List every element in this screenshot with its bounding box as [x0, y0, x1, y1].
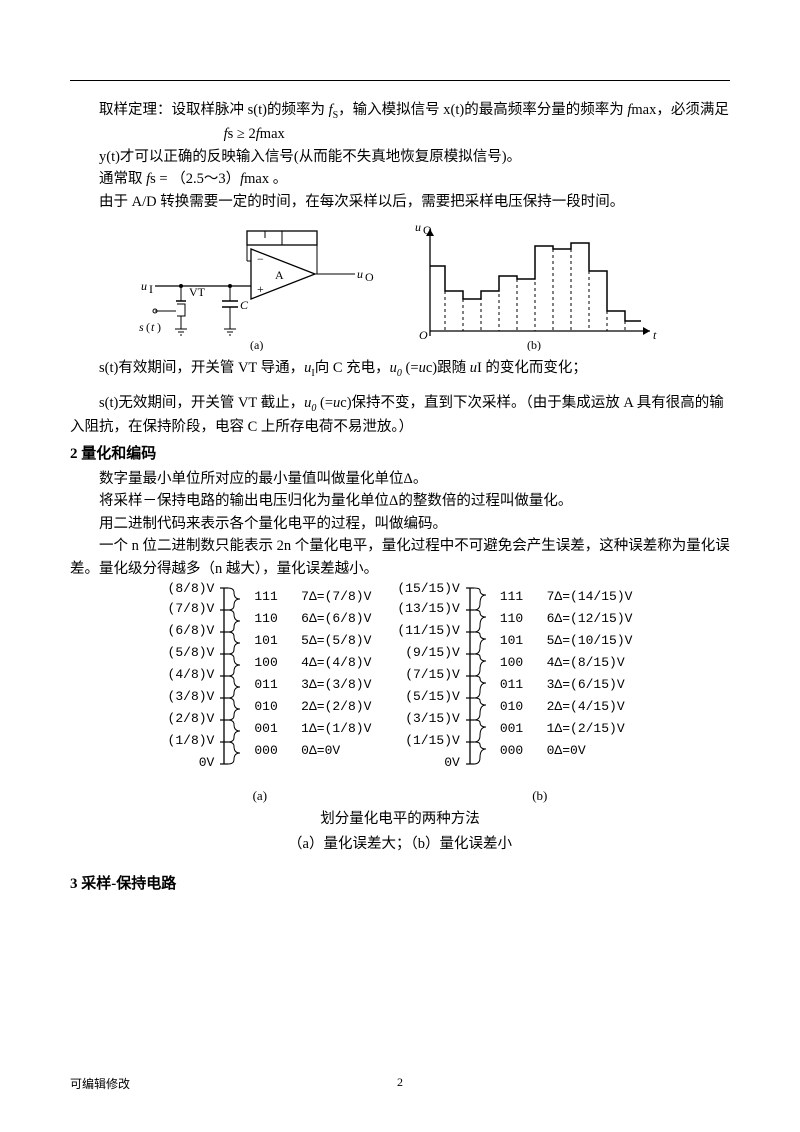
quantization-figure: (8/8)V(7/8)V(6/8)V(5/8)V(4/8)V(3/8)V(2/8… [70, 586, 730, 786]
svg-text:O: O [365, 270, 374, 284]
svg-text:(a): (a) [250, 338, 263, 351]
quant-left-label: (1/15)V [397, 730, 459, 752]
quant-left-label: (1/8)V [168, 730, 215, 752]
quant-left-label: (7/15)V [397, 664, 459, 686]
q-p1: 数字量最小单位所对应的最小量值叫做量化单位Δ。 [70, 468, 730, 490]
para-y: y(t)才可以正确的反映输入信号(从而能不失真地恢复原模拟信号)。 [70, 146, 730, 168]
top-rule [70, 80, 730, 81]
quant-left-label: (8/8)V [168, 586, 215, 598]
page: 取样定理：设取样脉冲 s(t)的频率为 fS，输入模拟信号 x(t)的最高频率分… [0, 0, 800, 1132]
bracket-b [464, 586, 492, 786]
para-usual: 通常取 fs = （2.5～3）fmax 。 [70, 168, 730, 190]
quant-left-label: 0V [168, 752, 215, 774]
quant-row: 110 6Δ=(6/8)V [254, 608, 371, 630]
svg-text:(: ( [146, 320, 150, 334]
svg-text:C: C [240, 298, 249, 312]
heading-sample-hold: 3 采样-保持电路 [70, 873, 730, 896]
page-number: 2 [397, 1075, 403, 1090]
footer: 可编辑修改 2 [70, 1075, 730, 1092]
svg-text:+: + [257, 282, 264, 296]
q-p4: 一个 n 位二进制数只能表示 2n 个量化电平，量化过程中不可避免会产生误差，这… [70, 535, 730, 580]
svg-text:−: − [257, 252, 264, 266]
quant-left-label: (5/15)V [397, 686, 459, 708]
quant-left-label: (13/15)V [397, 598, 459, 620]
heading-quantization: 2 量化和编码 [70, 443, 730, 466]
quant-row: 000 0Δ=0V [500, 740, 633, 762]
quant-left-label: (7/8)V [168, 598, 215, 620]
svg-text:I: I [149, 282, 153, 296]
body: 取样定理：设取样脉冲 s(t)的频率为 fS，输入模拟信号 x(t)的最高频率分… [70, 99, 730, 896]
quant-col-b: (15/15)V(13/15)V(11/15)V(9/15)V(7/15)V(5… [397, 586, 632, 786]
para-ad: 由于 A/D 转换需要一定的时间，在每次采样以后，需要把采样电压保持一段时间。 [70, 191, 730, 213]
svg-text:u: u [415, 221, 421, 234]
quant-left-label: (4/8)V [168, 664, 215, 686]
quant-caption-2: （a）量化误差大；（b）量化误差小 [70, 833, 730, 855]
footer-left: 可编辑修改 [70, 1075, 130, 1092]
svg-text:u: u [141, 279, 147, 293]
quant-left-label: (5/8)V [168, 642, 215, 664]
quant-row: 101 5Δ=(10/15)V [500, 630, 633, 652]
quant-caption-1: 划分量化电平的两种方法 [70, 808, 730, 830]
quant-row: 101 5Δ=(5/8)V [254, 630, 371, 652]
quant-sub-captions: (a)(b) [120, 786, 680, 806]
svg-text:VT: VT [189, 285, 206, 299]
svg-text:O: O [423, 223, 432, 237]
q-p3: 用二进制代码来表示各个量化电平的过程，叫做编码。 [70, 513, 730, 535]
quant-row: 011 3Δ=(6/15)V [500, 674, 633, 696]
quant-left-label: (9/15)V [397, 642, 459, 664]
figure-sample-hold: A − + uO uI VT [70, 221, 730, 351]
para-sampling-theorem: 取样定理：设取样脉冲 s(t)的频率为 fS，输入模拟信号 x(t)的最高频率分… [70, 99, 730, 146]
quant-row: 010 2Δ=(2/8)V [254, 696, 371, 718]
para-valid: s(t)有效期间，开关管 VT 导通，uI向 C 充电，u0 (=uc)跟随 u… [70, 357, 730, 381]
quant-row: 001 1Δ=(2/15)V [500, 718, 633, 740]
para-invalid: s(t)无效期间，开关管 VT 截止，u0 (=uc)保持不变，直到下次采样。（… [70, 392, 730, 439]
quant-row: 001 1Δ=(1/8)V [254, 718, 371, 740]
svg-text:s: s [139, 320, 144, 334]
svg-text:(b): (b) [527, 338, 541, 351]
quant-row: 010 2Δ=(4/15)V [500, 696, 633, 718]
quant-row: 111 7Δ=(7/8)V [254, 586, 371, 608]
quant-col-a: (8/8)V(7/8)V(6/8)V(5/8)V(4/8)V(3/8)V(2/8… [168, 586, 372, 786]
quant-left-label: (6/8)V [168, 620, 215, 642]
svg-text:A: A [275, 268, 284, 282]
quant-left-label: 0V [397, 752, 459, 774]
waveform-diagram: uO O t (b) [405, 221, 665, 351]
bracket-a [218, 586, 246, 786]
svg-text:u: u [357, 267, 363, 281]
quant-left-label: (3/15)V [397, 708, 459, 730]
svg-text:): ) [157, 320, 161, 334]
quant-row: 000 0Δ=0V [254, 740, 371, 762]
circuit-diagram: A − + uO uI VT [135, 221, 375, 351]
quant-left-label: (2/8)V [168, 708, 215, 730]
quant-row: 111 7Δ=(14/15)V [500, 586, 633, 608]
quant-left-label: (15/15)V [397, 586, 459, 598]
q-p2: 将采样－保持电路的输出电压归化为量化单位Δ的整数倍的过程叫做量化。 [70, 490, 730, 512]
quant-row: 110 6Δ=(12/15)V [500, 608, 633, 630]
quant-row: 100 4Δ=(4/8)V [254, 652, 371, 674]
quant-row: 011 3Δ=(3/8)V [254, 674, 371, 696]
quant-row: 100 4Δ=(8/15)V [500, 652, 633, 674]
svg-text:O: O [419, 328, 428, 342]
svg-text:t: t [653, 328, 657, 342]
svg-text:t: t [151, 320, 155, 334]
quant-left-label: (3/8)V [168, 686, 215, 708]
quant-left-label: (11/15)V [397, 620, 459, 642]
